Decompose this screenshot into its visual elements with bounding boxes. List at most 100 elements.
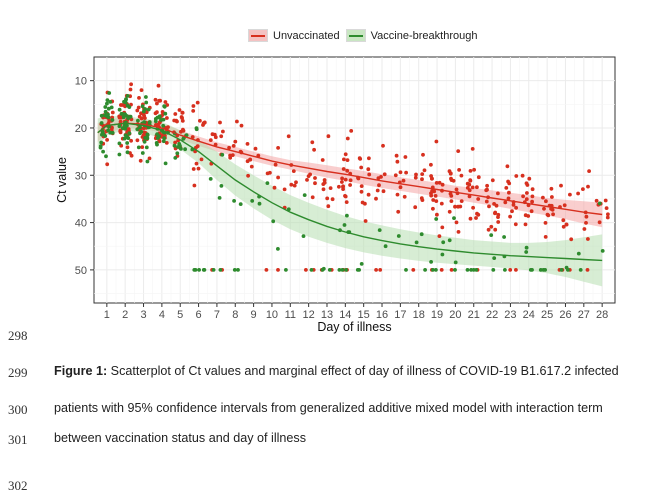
scatter-point: [140, 151, 145, 155]
scatter-point: [192, 268, 197, 272]
scatter-point: [431, 198, 436, 202]
scatter-point: [511, 203, 516, 207]
legend-label-unvaccinated: Unvaccinated: [273, 29, 340, 42]
scatter-point: [138, 158, 143, 163]
scatter-point: [157, 139, 162, 144]
scatter-point: [144, 100, 149, 105]
x-tick-label: 11: [285, 309, 296, 321]
figure-caption-line-1: Figure 1: Scatterplot of Ct values and m…: [54, 364, 644, 378]
scatter-point: [125, 114, 129, 118]
scatter-point: [496, 215, 500, 220]
scatter-point: [202, 120, 207, 125]
figure-caption-line-3: between vaccination status and day of il…: [54, 431, 307, 445]
scatter-point: [431, 206, 435, 211]
scatter-point: [107, 91, 112, 95]
scatter-point: [313, 176, 317, 180]
scatter-point: [603, 198, 608, 203]
scatter-point: [447, 209, 452, 214]
scatter-point: [459, 199, 464, 204]
x-tick-label: 13: [321, 309, 333, 321]
scatter-point: [127, 131, 132, 136]
scatter-point: [128, 87, 133, 92]
scatter-point: [551, 212, 555, 217]
scatter-point: [383, 244, 388, 249]
scatter-point: [160, 133, 164, 137]
scatter-point: [502, 235, 506, 239]
x-tick-label: 9: [251, 309, 257, 321]
x-tick-label: 24: [523, 309, 535, 321]
scatter-point: [433, 194, 438, 198]
scatter-point: [144, 95, 148, 99]
legend-key-breakthrough: [345, 29, 366, 42]
scatter-point: [136, 118, 140, 123]
scatter-point: [341, 184, 345, 189]
scatter-point: [235, 119, 239, 124]
scatter-point: [160, 110, 165, 114]
scatter-point: [256, 153, 261, 158]
scatter-point: [177, 142, 182, 146]
x-tick-label: 7: [214, 309, 220, 321]
scatter-point: [218, 120, 222, 125]
scatter-point: [401, 178, 406, 183]
scatter-point: [440, 182, 445, 187]
scatter-point: [239, 123, 244, 128]
scatter-point: [437, 234, 442, 239]
scatter-point: [359, 184, 364, 189]
scatter-point: [345, 213, 349, 218]
scatter-point: [492, 202, 496, 206]
scatter-point: [447, 238, 452, 243]
x-tick-label: 14: [339, 309, 351, 321]
scatter-point: [569, 237, 574, 242]
scatter-point: [179, 147, 183, 151]
scatter-point: [559, 268, 564, 272]
scatter-point: [471, 205, 475, 210]
scatter-point: [125, 94, 130, 98]
scatter-point: [374, 196, 378, 201]
scatter-point: [420, 177, 424, 182]
scatter-point: [162, 104, 167, 108]
scatter-point: [107, 119, 112, 123]
scatter-point: [449, 268, 454, 272]
scatter-point: [530, 199, 534, 204]
scatter-point: [493, 211, 497, 216]
x-tick-label: 10: [266, 309, 278, 321]
scatter-point: [190, 135, 195, 139]
scatter-point: [349, 129, 354, 133]
scatter-point: [363, 219, 368, 223]
scatter-point: [576, 251, 581, 256]
scatter-point: [321, 187, 326, 192]
scatter-point: [562, 203, 567, 208]
y-tick-label: 50: [75, 265, 87, 277]
scatter-point: [375, 188, 380, 193]
scatter-point: [504, 186, 509, 190]
chart-legend: Unvaccinated Vaccine-breakthrough: [248, 29, 483, 42]
x-tick-label: 1: [104, 309, 110, 321]
scatter-point: [265, 181, 270, 186]
legend-label-breakthrough: Vaccine-breakthrough: [370, 29, 478, 42]
scatter-point: [584, 221, 588, 225]
scatter-point: [467, 182, 472, 187]
scatter-point: [342, 157, 346, 162]
scatter-point: [145, 159, 150, 164]
scatter-point: [191, 109, 196, 113]
scatter-point: [264, 268, 269, 272]
scatter-point: [379, 175, 383, 179]
x-tick-label: 12: [303, 309, 315, 321]
scatter-point: [581, 187, 585, 192]
scatter-point: [381, 189, 386, 194]
x-tick-label: 18: [413, 309, 425, 321]
scatter-point: [396, 234, 401, 238]
scatter-point: [276, 268, 280, 272]
scatter-point: [147, 156, 152, 161]
scatter-point: [440, 225, 445, 230]
scatter-point: [144, 110, 149, 115]
scatter-point: [194, 161, 199, 166]
scatter-point: [106, 112, 110, 117]
x-tick-label: 23: [504, 309, 516, 321]
scatter-point: [474, 268, 479, 272]
scatter-point: [302, 193, 307, 198]
scatter-point: [180, 119, 185, 123]
scatter-point: [173, 156, 178, 160]
scatter-point: [523, 213, 528, 218]
scatter-point: [490, 178, 495, 183]
